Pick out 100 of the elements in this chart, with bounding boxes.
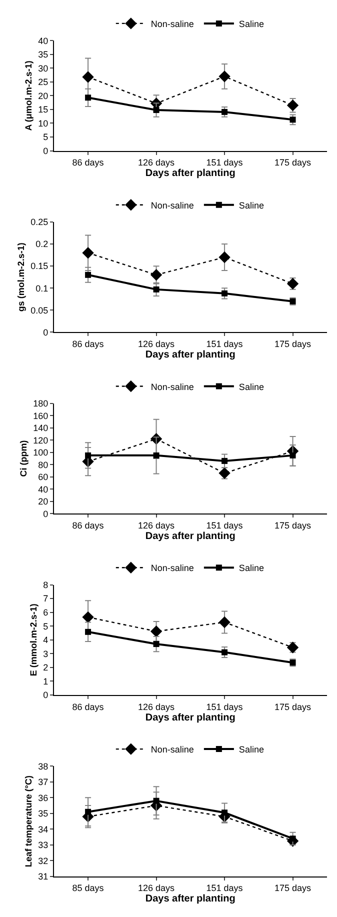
point [85,272,92,278]
y-tick-label: 160 [33,410,48,421]
y-tick-label: 0.1 [36,283,48,294]
y-tick-label: 38 [38,761,48,772]
x-tick-label: 151 days [206,158,244,168]
y-tick-label: 0.05 [30,305,48,316]
y-tick-label: 60 [38,472,48,482]
x-tick-label: 86 days [72,158,104,168]
point [222,649,228,656]
point [153,286,160,292]
point [150,269,162,281]
y-tick-label: 0 [43,146,48,156]
x-tick-label: 126 days [138,520,176,530]
x-axis-title: Days after planting [145,894,236,905]
legend-label: Saline [238,744,264,755]
point [82,247,94,259]
y-tick-label: 40 [38,484,48,494]
x-tick-label: 151 days [206,883,244,894]
legend-label: Saline [238,563,264,574]
legend-label: Saline [238,200,264,210]
y-tick-label: 7 [43,594,48,604]
y-tick-label: 34 [38,824,48,834]
point [85,452,92,458]
y-tick-label: 140 [33,423,48,434]
point [85,808,92,815]
point [286,99,299,112]
y-tick-label: 6 [43,608,48,618]
y-tick-label: 180 [33,398,48,409]
y-axis-title: Ci (ppm) [18,440,28,477]
y-tick-label: 32 [38,856,48,866]
y-tick-label: 2 [43,662,48,673]
x-axis-title: Days after planting [145,349,236,360]
point [82,71,94,83]
y-tick-label: 0.2 [36,239,48,250]
x-tick-label: 151 days [206,338,244,349]
x-tick-label: 126 days [138,338,176,349]
x-tick-label: 175 days [274,338,312,349]
x-axis-title: Days after planting [145,530,236,542]
x-tick-label: 151 days [206,702,244,712]
y-tick-label: 5 [43,621,48,632]
x-tick-label: 175 days [274,883,312,894]
legend-label: Non-saline [150,18,194,29]
x-tick-label: 86 days [72,520,104,530]
y-tick-label: 4 [43,635,48,646]
y-tick-label: 35 [38,50,48,60]
x-tick-label: 126 days [138,702,176,712]
x-axis-title: Days after planting [145,712,236,724]
point [150,626,162,638]
legend-label: Non-saline [150,563,194,574]
y-tick-label: 80 [38,460,48,470]
y-tick-label: 0 [43,690,48,700]
y-axis-title: E (mmol.m-2.s-1) [28,604,38,676]
x-tick-label: 175 days [274,520,312,530]
point [222,810,228,816]
y-tick-label: 30 [38,63,48,74]
point [85,628,92,635]
x-tick-label: 175 days [274,158,312,168]
y-tick-label: 0 [43,327,48,338]
x-tick-label: 86 days [72,702,104,712]
legend-label: Saline [238,382,264,392]
point [286,642,299,654]
y-tick-label: 3 [43,648,48,659]
y-tick-label: 0.25 [30,217,48,228]
point [218,467,230,480]
y-axis-title: Leaf temperature (°C) [23,775,34,868]
x-tick-label: 126 days [138,883,176,894]
y-tick-label: 120 [33,435,48,446]
point [218,70,230,82]
point [82,611,94,624]
y-tick-label: 0 [43,508,48,519]
y-tick-label: 100 [33,448,48,458]
legend-label: Saline [238,18,264,29]
y-tick-label: 31 [38,872,48,882]
y-tick-label: 5 [43,132,48,142]
y-tick-label: 20 [38,90,48,101]
point [222,290,228,296]
x-tick-label: 126 days [138,158,176,168]
point [286,278,299,290]
y-tick-label: 40 [38,36,48,46]
point [290,452,296,458]
y-tick-label: 8 [43,580,48,590]
x-tick-label: 86 days [72,338,104,349]
y-tick-label: 35 [38,808,48,819]
y-tick-label: 15 [38,104,48,115]
y-tick-label: 33 [38,840,48,850]
legend-label: Non-saline [150,200,194,210]
point [153,452,160,458]
point [153,798,160,804]
y-tick-label: 0.15 [30,261,48,272]
y-axis-title: gs (mol.m-2.s-1) [16,242,26,312]
legend-label: Non-saline [150,382,194,392]
x-tick-label: 85 days [72,883,104,894]
y-tick-label: 37 [38,777,48,788]
y-tick-label: 10 [38,118,48,128]
y-tick-label: 36 [38,792,48,803]
y-tick-label: 20 [38,496,48,506]
point [218,616,230,628]
legend-label: Non-saline [150,744,194,755]
point [218,251,230,264]
x-tick-label: 175 days [274,702,312,712]
